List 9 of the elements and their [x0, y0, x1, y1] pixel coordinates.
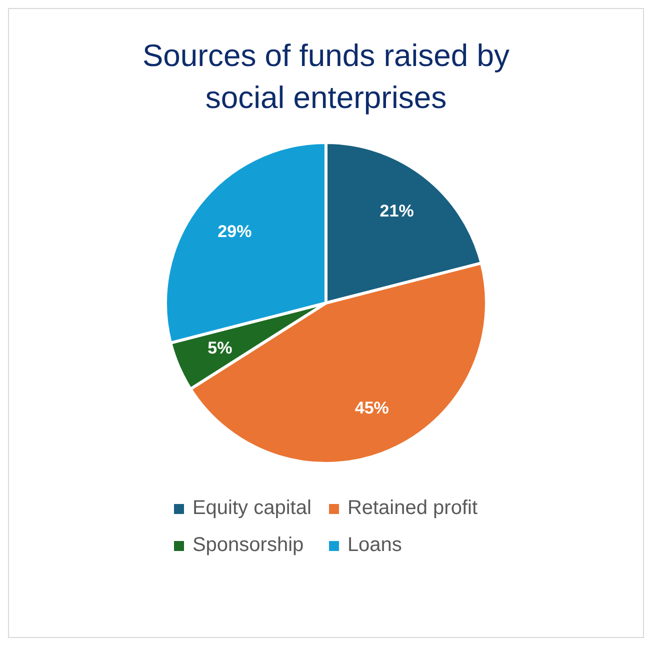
chart-title: Sources of funds raised by social enterprises [141, 37, 511, 117]
legend-label: Retained profit [347, 497, 478, 520]
legend-label: Sponsorship [192, 534, 304, 557]
data-label: 45% [354, 398, 389, 418]
legend-label: Equity capital [192, 497, 312, 520]
data-label: 5% [208, 338, 232, 358]
data-label: 29% [218, 222, 252, 241]
data-label: 21% [380, 201, 414, 220]
legend-label: Loans [347, 534, 402, 557]
